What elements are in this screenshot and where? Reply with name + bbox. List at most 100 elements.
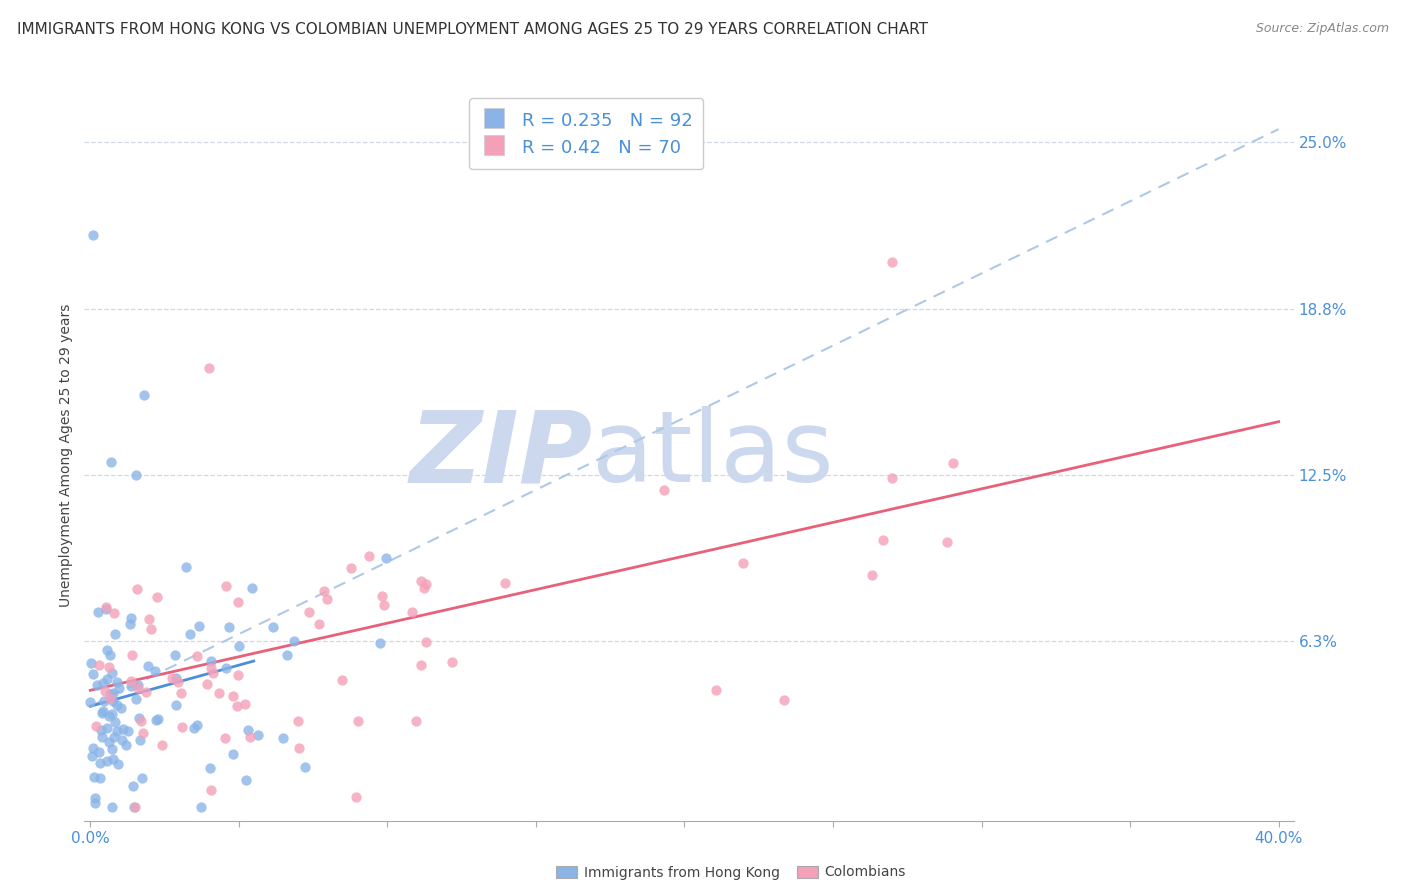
Point [201,665,224,680]
Point [415,577,437,591]
Point [882,255,904,269]
Point [494,575,516,590]
Point [186,648,208,663]
Point [880,470,903,484]
Point [94,599,117,614]
Point [141,623,163,637]
Point [226,698,249,713]
Point [160,671,183,685]
Point [127,582,149,597]
Point [138,612,160,626]
Point [120,611,142,625]
Point [271,731,294,745]
Point [103,686,125,700]
Point [198,361,221,376]
Point [298,606,321,620]
Point [103,606,125,620]
Point [96,643,118,657]
Point [409,657,432,672]
Point [93,676,115,690]
Point [359,549,381,563]
Point [226,595,249,609]
Point [98,648,121,662]
Point [368,636,391,650]
Point [89,756,111,771]
Point [128,732,150,747]
Point [87,606,110,620]
Point [150,738,173,752]
Point [111,733,134,747]
Point [228,639,250,653]
Point [93,694,115,708]
Point [101,666,124,681]
Point [222,747,245,761]
Point [222,689,245,703]
Point [124,692,146,706]
Point [143,664,166,678]
Point [82,228,104,243]
Point [200,661,222,675]
Point [240,581,263,595]
Point [100,454,122,468]
Point [440,655,463,669]
Point [233,698,256,712]
Point [287,740,309,755]
Point [332,673,354,688]
Point [98,688,121,702]
Point [375,550,398,565]
Point [652,483,675,497]
Point [98,708,121,723]
Point [82,667,104,681]
Point [198,761,221,775]
Point [287,714,309,728]
Point [200,654,222,668]
Point [117,723,139,738]
Point [93,704,115,718]
Point [124,800,146,814]
Point [246,728,269,742]
Point [208,686,231,700]
Point [124,800,146,814]
Point [121,779,143,793]
Point [84,790,107,805]
Point [412,581,434,595]
Point [96,673,118,687]
Point [235,773,257,788]
Point [131,771,153,785]
Point [93,684,115,698]
Text: ZIP: ZIP [409,407,592,503]
Legend: Immigrants from Hong Kong, Colombians: Immigrants from Hong Kong, Colombians [551,860,911,885]
Point [226,668,249,682]
Text: Source: ZipAtlas.com: Source: ZipAtlas.com [1256,22,1389,36]
Point [146,591,169,605]
Point [100,707,122,722]
Point [174,559,197,574]
Point [239,731,262,745]
Point [401,605,423,619]
Point [411,574,433,589]
Point [120,679,142,693]
Point [87,745,110,759]
Point [163,648,186,662]
Point [91,706,114,720]
Point [166,674,188,689]
Point [936,534,959,549]
Point [340,561,363,575]
Point [98,734,121,748]
Point [214,731,236,746]
Point [111,722,134,736]
Point [405,714,427,728]
Point [98,690,121,705]
Point [84,797,107,811]
Point [101,694,124,708]
Point [347,714,370,728]
Point [129,714,152,728]
Point [101,752,124,766]
Point [83,770,105,784]
Point [312,583,335,598]
Point [110,701,132,715]
Point [170,686,193,700]
Point [121,648,143,662]
Point [415,635,437,649]
Point [186,717,208,731]
